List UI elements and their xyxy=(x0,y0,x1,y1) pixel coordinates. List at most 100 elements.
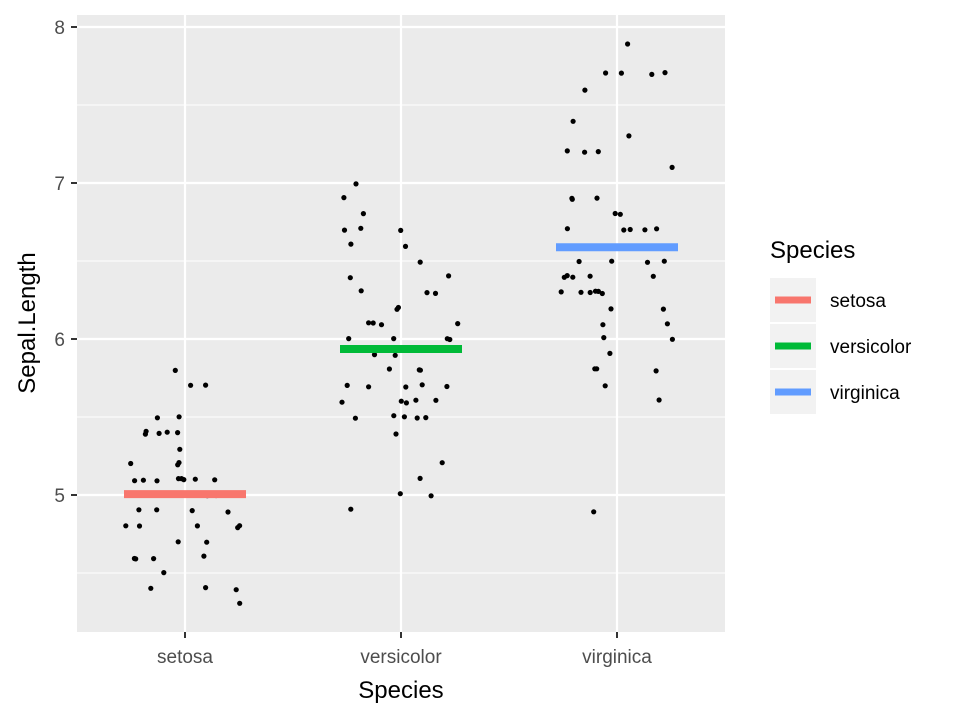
data-point xyxy=(413,397,419,403)
data-point xyxy=(416,367,422,373)
data-point xyxy=(188,382,194,388)
data-point xyxy=(561,274,567,280)
data-point xyxy=(669,336,676,342)
data-point xyxy=(609,258,615,264)
data-point xyxy=(618,70,625,76)
data-point xyxy=(444,336,450,342)
data-point xyxy=(662,70,668,76)
y-tick-label: 6 xyxy=(54,330,65,351)
data-point xyxy=(398,398,404,404)
data-point xyxy=(136,523,143,529)
data-point xyxy=(123,523,129,529)
data-point xyxy=(341,195,347,201)
data-point xyxy=(177,446,183,452)
data-point xyxy=(194,523,200,529)
data-point xyxy=(175,462,181,468)
data-point xyxy=(595,149,601,155)
data-point xyxy=(644,259,651,265)
data-point xyxy=(642,227,648,233)
data-point xyxy=(366,384,372,390)
data-point xyxy=(132,478,138,484)
data-point xyxy=(353,181,359,187)
x-axis: setosa versicolor virginica xyxy=(157,632,652,668)
legend-label-virginica: virginica xyxy=(830,383,900,404)
data-point xyxy=(592,288,599,294)
data-point xyxy=(192,476,198,482)
grid-lines xyxy=(77,15,725,632)
data-point xyxy=(617,211,623,217)
data-point xyxy=(578,289,584,295)
data-point xyxy=(352,415,358,421)
data-point xyxy=(212,477,218,483)
data-point xyxy=(237,523,243,529)
data-point xyxy=(360,211,366,217)
data-point xyxy=(154,507,160,513)
data-point xyxy=(417,259,423,265)
data-point xyxy=(403,400,409,406)
data-point xyxy=(653,368,659,374)
data-point xyxy=(203,585,209,591)
data-point xyxy=(136,507,142,513)
data-point xyxy=(558,289,564,295)
y-tick-label: 7 xyxy=(54,174,65,195)
data-point xyxy=(424,290,430,296)
data-point xyxy=(423,415,429,421)
data-point xyxy=(398,227,404,233)
data-point xyxy=(576,258,582,265)
data-point xyxy=(419,382,425,388)
data-point xyxy=(189,508,195,514)
data-point xyxy=(348,506,354,512)
data-point xyxy=(203,382,209,388)
data-point xyxy=(612,210,618,217)
data-point xyxy=(432,290,439,296)
data-point xyxy=(625,41,631,47)
data-point xyxy=(626,133,632,139)
data-point xyxy=(348,241,354,247)
data-point xyxy=(176,414,182,420)
data-point xyxy=(233,587,239,593)
data-point xyxy=(371,352,378,358)
data-point xyxy=(175,430,181,436)
data-point xyxy=(564,226,571,232)
data-point xyxy=(433,397,439,403)
data-point xyxy=(428,493,434,499)
legend: Species setosa versicolor virginica xyxy=(770,237,912,414)
data-point xyxy=(347,275,353,281)
data-point xyxy=(654,226,660,232)
data-point xyxy=(591,509,597,515)
y-axis-title: Sepal.Length xyxy=(14,252,41,393)
x-tick-label: setosa xyxy=(157,647,213,668)
y-tick-label: 8 xyxy=(54,18,65,39)
data-point xyxy=(164,429,170,435)
data-point xyxy=(386,366,392,372)
data-point xyxy=(401,414,407,420)
data-point xyxy=(601,335,607,341)
data-point xyxy=(564,148,570,154)
data-point xyxy=(439,460,445,466)
data-point xyxy=(570,118,576,124)
data-point xyxy=(392,352,398,358)
data-points xyxy=(123,41,676,606)
data-point xyxy=(656,397,662,403)
data-point xyxy=(608,306,614,312)
data-point xyxy=(172,367,178,373)
data-point xyxy=(358,288,364,294)
data-point xyxy=(444,383,450,390)
data-point xyxy=(607,350,613,356)
data-point xyxy=(403,384,409,390)
data-point xyxy=(621,227,627,233)
data-point xyxy=(627,226,633,233)
x-tick-label: virginica xyxy=(582,647,652,668)
data-point xyxy=(366,320,372,326)
data-point xyxy=(569,195,575,201)
data-point xyxy=(346,336,352,342)
data-point xyxy=(175,539,181,545)
data-point xyxy=(391,336,397,342)
data-point xyxy=(391,413,397,419)
data-point xyxy=(582,149,588,155)
data-point xyxy=(237,600,243,606)
data-point xyxy=(650,273,656,279)
data-point xyxy=(582,87,588,93)
legend-title: Species xyxy=(770,237,855,264)
